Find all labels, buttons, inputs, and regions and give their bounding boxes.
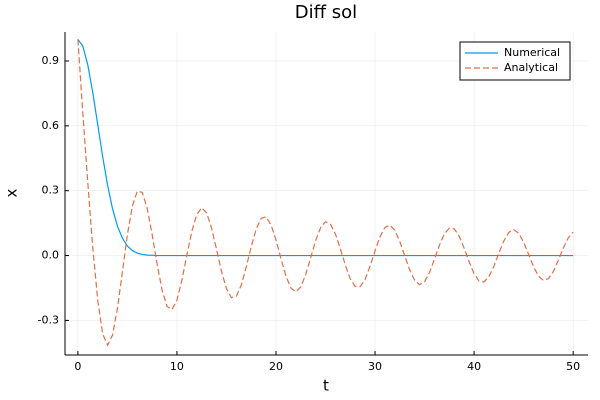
x-tick-label: 20 bbox=[269, 360, 283, 373]
y-axis-label: x bbox=[3, 188, 21, 197]
x-axis-label: t bbox=[323, 377, 329, 395]
y-tick-label: 0.9 bbox=[42, 54, 60, 67]
y-tick-label: -0.3 bbox=[38, 313, 59, 326]
y-tick-label: 0.0 bbox=[42, 249, 60, 262]
x-tick-label: 10 bbox=[170, 360, 184, 373]
legend-label: Analytical bbox=[504, 61, 558, 74]
x-tick-label: 50 bbox=[566, 360, 580, 373]
chart-title: Diff sol bbox=[295, 2, 357, 23]
x-tick-label: 0 bbox=[74, 360, 81, 373]
x-tick-label: 30 bbox=[368, 360, 382, 373]
series-line bbox=[77, 39, 574, 347]
y-tick-label: 0.6 bbox=[42, 119, 60, 132]
legend-box bbox=[459, 41, 571, 81]
series-line bbox=[77, 38, 574, 257]
legend-label: Numerical bbox=[504, 46, 560, 59]
y-tick-label: 0.3 bbox=[42, 184, 60, 197]
x-tick-label: 40 bbox=[467, 360, 481, 373]
